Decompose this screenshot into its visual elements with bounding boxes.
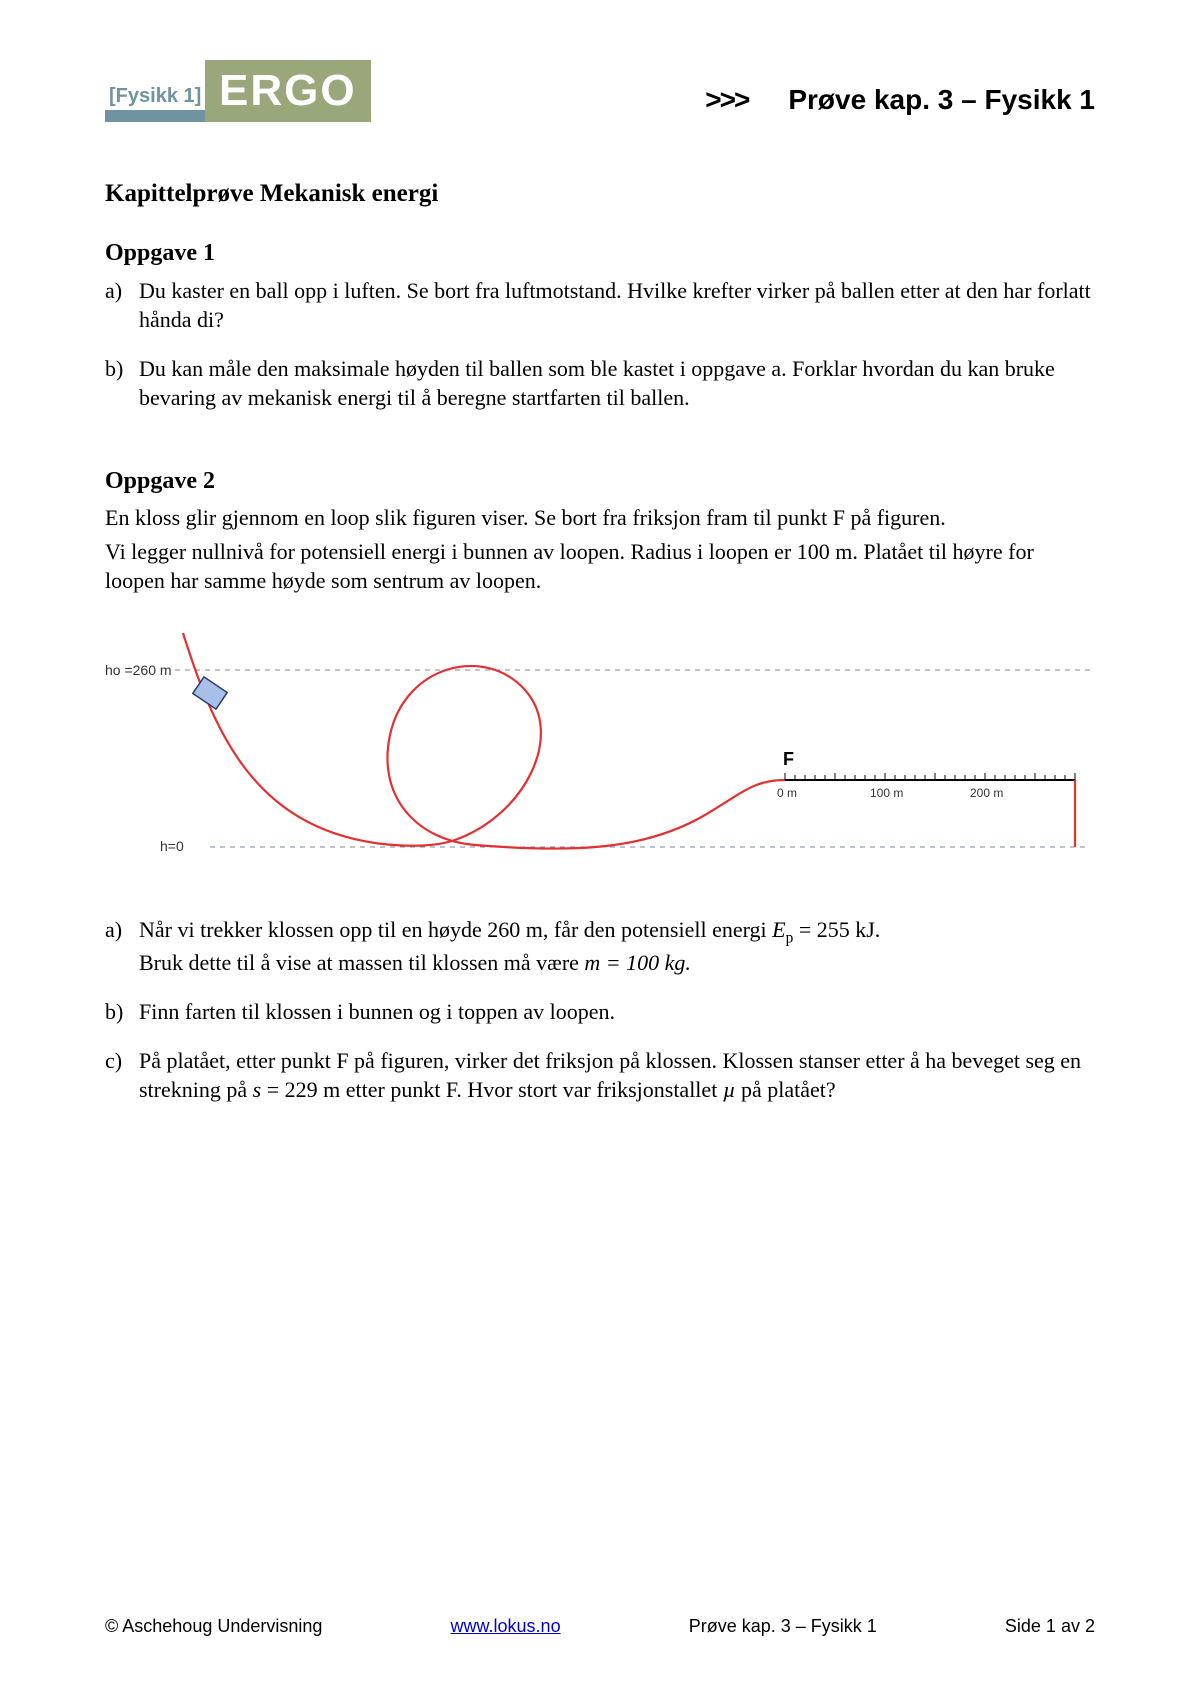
page-header: [Fysikk 1] ERGO >>> Prøve kap. 3 – Fysikk… (105, 60, 1095, 122)
item-body: Du kaster en ball opp i luften. Se bort … (139, 276, 1095, 334)
figure-loop: ho =260 m h=0 F (105, 615, 1095, 875)
logo-right: ERGO (205, 60, 371, 122)
item-body: Du kan måle den maksimale høyden til bal… (139, 354, 1095, 412)
logo-left: [Fysikk 1] (105, 60, 205, 122)
item-label: c) (105, 1046, 139, 1104)
item-body: På platået, etter punkt F på figuren, vi… (139, 1046, 1095, 1104)
item-label: a) (105, 915, 139, 978)
ruler-label-2: 200 m (970, 786, 1003, 800)
track-curve (183, 633, 785, 849)
ruler-ticks (785, 773, 1075, 780)
ruler-label-0: 0 m (777, 786, 797, 800)
arrows-icon: >>> (705, 84, 748, 116)
footer: © Aschehoug Undervisning www.lokus.no Pr… (105, 1616, 1095, 1637)
item-body: Når vi trekker klossen opp til en høyde … (139, 915, 1095, 978)
task-2-intro-1: En kloss glir gjennom en loop slik figur… (105, 503, 1095, 532)
ruler-label-1: 100 m (870, 786, 903, 800)
chapter-title: Kapittelprøve Mekanisk energi (105, 177, 1095, 210)
task-1b: b) Du kan måle den maksimale høyden til … (105, 354, 1095, 412)
h0-label: ho =260 m (105, 662, 172, 678)
footer-center: Prøve kap. 3 – Fysikk 1 (689, 1616, 877, 1637)
logo: [Fysikk 1] ERGO (105, 60, 371, 122)
task-2-intro-2: Vi legger nullnivå for potensiell energi… (105, 537, 1095, 595)
footer-link[interactable]: www.lokus.no (451, 1616, 561, 1637)
footer-page: Side 1 av 2 (1005, 1616, 1095, 1637)
task-2a: a) Når vi trekker klossen opp til en høy… (105, 915, 1095, 978)
item-label: b) (105, 354, 139, 412)
logo-left-text: [Fysikk 1] (105, 85, 205, 110)
point-f-label: F (783, 749, 794, 769)
item-label: a) (105, 276, 139, 334)
task-2c: c) På platået, etter punkt F på figuren,… (105, 1046, 1095, 1104)
task-2b: b) Finn farten til klossen i bunnen og i… (105, 997, 1095, 1026)
item-body: Finn farten til klossen i bunnen og i to… (139, 997, 1095, 1026)
loop-diagram-svg: ho =260 m h=0 F (105, 615, 1095, 875)
item-label: b) (105, 997, 139, 1026)
logo-underline (105, 110, 205, 122)
title-text: Prøve kap. 3 – Fysikk 1 (788, 84, 1095, 115)
task-2-heading: Oppgave 2 (105, 466, 1095, 498)
footer-copyright: © Aschehoug Undervisning (105, 1616, 322, 1637)
task-1a: a) Du kaster en ball opp i luften. Se bo… (105, 276, 1095, 334)
content: Kapittelprøve Mekanisk energi Oppgave 1 … (105, 177, 1095, 1104)
task-1-heading: Oppgave 1 (105, 238, 1095, 270)
document-title: >>> Prøve kap. 3 – Fysikk 1 (705, 84, 1095, 122)
block (193, 676, 227, 708)
h-bottom-label: h=0 (160, 838, 184, 854)
